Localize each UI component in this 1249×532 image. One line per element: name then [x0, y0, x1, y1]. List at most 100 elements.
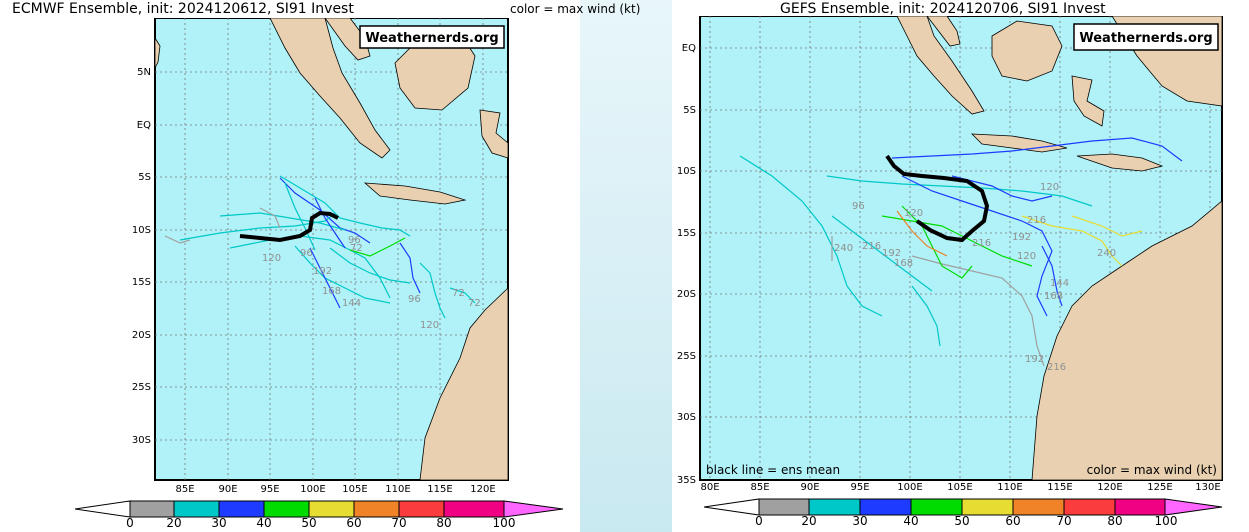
lat-label: 5S	[138, 172, 151, 183]
colorbar-label: 70	[391, 516, 407, 530]
colorbar-label: 100	[1154, 514, 1178, 528]
land-sulawesi	[479, 109, 509, 159]
hour-label: 216	[972, 238, 991, 249]
lon-label: 105E	[947, 482, 973, 493]
ensemble-tracks	[164, 175, 476, 319]
watermark-box	[359, 25, 505, 49]
land-sumatra	[896, 16, 985, 115]
lat-label: 30S	[677, 412, 696, 423]
lon-label: 105E	[342, 484, 368, 495]
colorbar-label: 80	[436, 516, 452, 530]
land-australia-west	[1031, 200, 1223, 481]
lat-label: 20S	[132, 330, 151, 341]
hour-label: 192	[1012, 232, 1031, 243]
hour-label: 192	[1025, 354, 1044, 365]
lon-label: 120E	[470, 484, 496, 495]
colorbar-label: 0	[755, 514, 763, 528]
colorbar-label: 100	[492, 516, 516, 530]
colorbar-label: 60	[1005, 514, 1021, 528]
lat-labels: 5N EQ 5S 10S 15S 20S 25S 30S	[132, 67, 151, 446]
forecast-hour-labels: 120 216 240 216 192 168 120 216 192 240 …	[834, 182, 1116, 373]
hour-label: 240	[834, 243, 853, 254]
gefs-map[interactable]: 120 216 240 216 192 168 120 216 192 240 …	[672, 16, 1232, 486]
ensemble-mean-track	[239, 210, 339, 243]
hour-label: 120	[420, 320, 439, 331]
ecmwf-color-note: color = max wind (kt)	[510, 2, 641, 16]
lat-label: 10S	[677, 166, 696, 177]
ecmwf-map[interactable]: 96 120 96 72 192 168 144 96 72 72 120 5N…	[120, 18, 512, 484]
lon-label: 110E	[385, 484, 411, 495]
land-malay-peninsula	[324, 18, 371, 61]
colorbar-label: 40	[256, 516, 272, 530]
hour-label: 96	[852, 201, 865, 212]
lat-label: 25S	[677, 351, 696, 362]
hour-label: 72	[350, 243, 363, 254]
forecast-hour-labels: 96 120 96 72 192 168 144 96 72 72 120	[262, 235, 481, 331]
lon-label: 85E	[175, 484, 195, 495]
color-legend: color = max wind (kt)	[1087, 463, 1217, 477]
watermark-box	[1073, 23, 1219, 51]
hour-label: 216	[1047, 362, 1066, 373]
watermark: Weathernerds.org	[365, 31, 498, 46]
lon-label: 95E	[260, 484, 280, 495]
colorbar-label: 40	[903, 514, 919, 528]
colorbar-arrow-left	[75, 500, 131, 518]
lat-label: 35S	[677, 475, 696, 486]
ensemble-mean-track	[885, 154, 990, 243]
lat-label: 10S	[132, 225, 151, 236]
lon-label: 100E	[300, 484, 326, 495]
ensemble-tracks	[739, 137, 1183, 367]
colorbar-label: 20	[166, 516, 182, 530]
hour-label: 192	[882, 248, 901, 259]
colorbar-label: 60	[346, 516, 362, 530]
lat-label: 30S	[132, 435, 151, 446]
lat-label: 25S	[132, 382, 151, 393]
watermark: Weathernerds.org	[1079, 31, 1212, 46]
hour-label: 144	[1050, 278, 1069, 289]
lat-label: 5S	[683, 105, 696, 116]
ecmwf-title: ECMWF Ensemble, init: 2024120612, SI91 I…	[12, 1, 354, 17]
background-gap	[580, 0, 672, 532]
gefs-panel: GEFS Ensemble, init: 2024120706, SI91 In…	[672, 0, 1249, 532]
hour-label: 168	[1044, 291, 1063, 302]
lat-label: 15S	[677, 228, 696, 239]
lon-label: 110E	[997, 482, 1023, 493]
hour-label: 216	[862, 241, 881, 252]
colorbar-label: 80	[1107, 514, 1123, 528]
ecmwf-panel: ECMWF Ensemble, init: 2024120612, SI91 I…	[0, 0, 640, 532]
land-sumatra	[269, 18, 391, 159]
colorbar-arrow-left	[704, 498, 760, 516]
lat-labels: EQ 5S 10S 15S 20S 25S 30S 35S	[677, 43, 696, 486]
colorbar-label: 30	[852, 514, 868, 528]
hour-label: 216	[1027, 215, 1046, 226]
hour-label: 240	[1097, 248, 1116, 259]
land-masses	[154, 18, 509, 481]
lat-label: 5N	[137, 67, 151, 78]
colorbar-arrow-right	[1164, 498, 1223, 516]
colorbar-label: 20	[801, 514, 817, 528]
colorbar-label: 50	[954, 514, 970, 528]
lon-label: 80E	[700, 482, 720, 493]
lon-label: 120E	[1097, 482, 1123, 493]
hour-label: 168	[894, 258, 913, 269]
land-malay-peninsula	[926, 16, 961, 47]
land-borneo	[991, 20, 1063, 82]
ecmwf-colorbar	[75, 500, 564, 518]
hour-label: 120	[1017, 251, 1036, 262]
hour-label: 72	[468, 298, 481, 309]
land-australia-west	[419, 287, 509, 481]
lon-label: 90E	[218, 484, 238, 495]
lon-label: 130E	[1195, 482, 1221, 493]
gefs-title: GEFS Ensemble, init: 2024120706, SI91 In…	[780, 1, 1106, 17]
hour-label: 96	[348, 235, 361, 246]
hour-label: 72	[452, 288, 465, 299]
lon-label: 115E	[1047, 482, 1073, 493]
colorbar-label: 50	[301, 516, 317, 530]
lon-label: 125E	[1147, 482, 1173, 493]
hour-label: 120	[1040, 182, 1059, 193]
lon-label: 85E	[750, 482, 770, 493]
lat-label: EQ	[137, 120, 151, 131]
hour-label: 120	[904, 208, 923, 219]
hour-label: 192	[313, 266, 332, 277]
lat-label: 20S	[677, 289, 696, 300]
